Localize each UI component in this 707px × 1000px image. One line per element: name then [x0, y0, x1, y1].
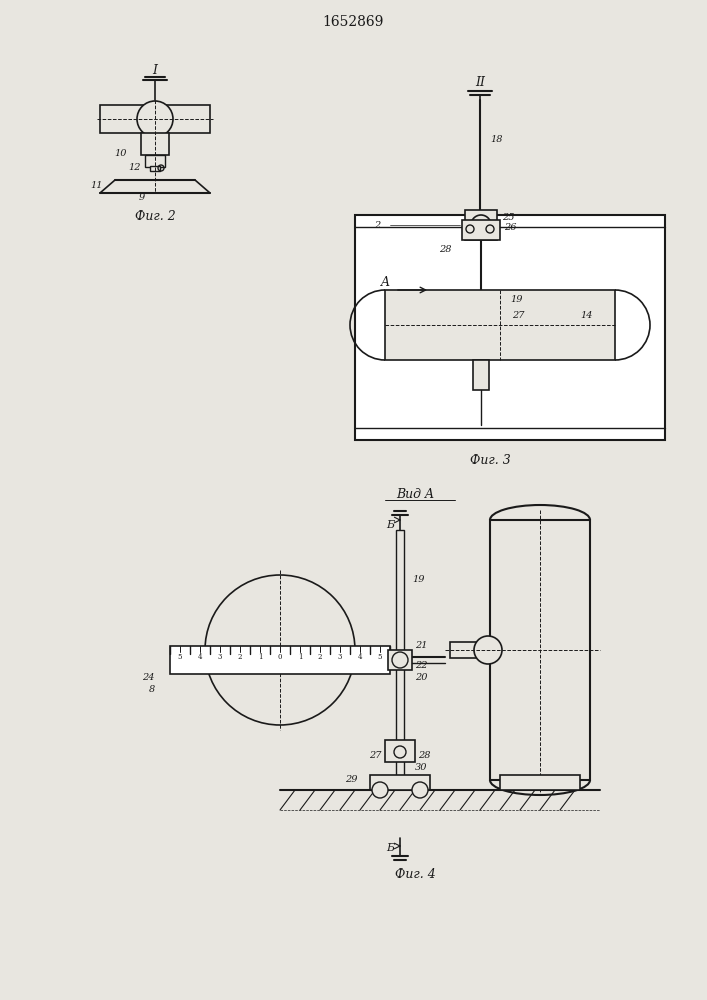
- Text: 4: 4: [198, 653, 202, 661]
- Bar: [370, 775, 430, 790]
- Text: 10: 10: [115, 148, 127, 157]
- Text: 24: 24: [143, 674, 155, 682]
- Text: 2: 2: [317, 653, 322, 661]
- Text: 14: 14: [580, 310, 592, 320]
- Text: 1652869: 1652869: [322, 15, 384, 29]
- Bar: [355, 215, 665, 440]
- Bar: [473, 360, 489, 390]
- Circle shape: [392, 652, 408, 668]
- Text: 5: 5: [378, 653, 382, 661]
- Bar: [465, 210, 497, 240]
- Text: 29: 29: [346, 776, 358, 784]
- Text: 18: 18: [490, 135, 503, 144]
- Bar: [170, 646, 390, 674]
- Bar: [490, 520, 590, 780]
- Text: 25: 25: [502, 213, 515, 222]
- Text: 3: 3: [338, 653, 342, 661]
- Text: Фиг. 4: Фиг. 4: [395, 868, 436, 882]
- Bar: [385, 290, 615, 360]
- Text: Фиг. 2: Фиг. 2: [134, 211, 175, 224]
- Circle shape: [394, 746, 406, 758]
- Text: Б: Б: [386, 520, 394, 530]
- Text: 1: 1: [258, 653, 262, 661]
- Text: 19: 19: [510, 296, 522, 304]
- Text: 20: 20: [415, 674, 428, 682]
- Text: 26: 26: [504, 223, 517, 232]
- Bar: [141, 133, 169, 155]
- Text: I: I: [153, 64, 158, 77]
- Text: 8: 8: [148, 686, 155, 694]
- Bar: [388, 650, 412, 670]
- Text: 27: 27: [512, 310, 525, 320]
- Text: 11: 11: [90, 180, 103, 190]
- Text: 9: 9: [139, 192, 145, 202]
- Circle shape: [474, 636, 502, 664]
- Text: 0: 0: [278, 653, 282, 661]
- Circle shape: [486, 225, 494, 233]
- Circle shape: [466, 225, 474, 233]
- Circle shape: [412, 782, 428, 798]
- Text: 5: 5: [177, 653, 182, 661]
- Text: 2: 2: [238, 653, 243, 661]
- Bar: [385, 740, 415, 762]
- Text: 30: 30: [415, 764, 428, 772]
- Text: 22: 22: [415, 660, 428, 670]
- Text: Фиг. 3: Фиг. 3: [469, 454, 510, 466]
- Text: 1: 1: [298, 653, 303, 661]
- Circle shape: [372, 782, 388, 798]
- Bar: [100, 105, 210, 133]
- Bar: [500, 775, 580, 790]
- Bar: [396, 530, 404, 785]
- Circle shape: [205, 575, 355, 725]
- Bar: [462, 220, 500, 240]
- Text: A: A: [381, 276, 390, 290]
- Bar: [150, 166, 160, 171]
- Text: 28: 28: [418, 750, 431, 760]
- Circle shape: [137, 101, 173, 137]
- Text: 19: 19: [412, 576, 424, 584]
- Text: Вид A: Вид A: [396, 488, 434, 502]
- Text: 2: 2: [374, 221, 380, 230]
- Text: 4: 4: [358, 653, 362, 661]
- Circle shape: [471, 215, 491, 235]
- Bar: [450, 642, 490, 658]
- Text: 28: 28: [440, 245, 452, 254]
- Text: Б: Б: [386, 843, 394, 853]
- Text: II: II: [475, 76, 485, 89]
- Text: 27: 27: [370, 750, 382, 760]
- Bar: [145, 155, 165, 167]
- Text: 12: 12: [129, 162, 141, 172]
- Text: 3: 3: [218, 653, 222, 661]
- Text: 21: 21: [415, 641, 428, 650]
